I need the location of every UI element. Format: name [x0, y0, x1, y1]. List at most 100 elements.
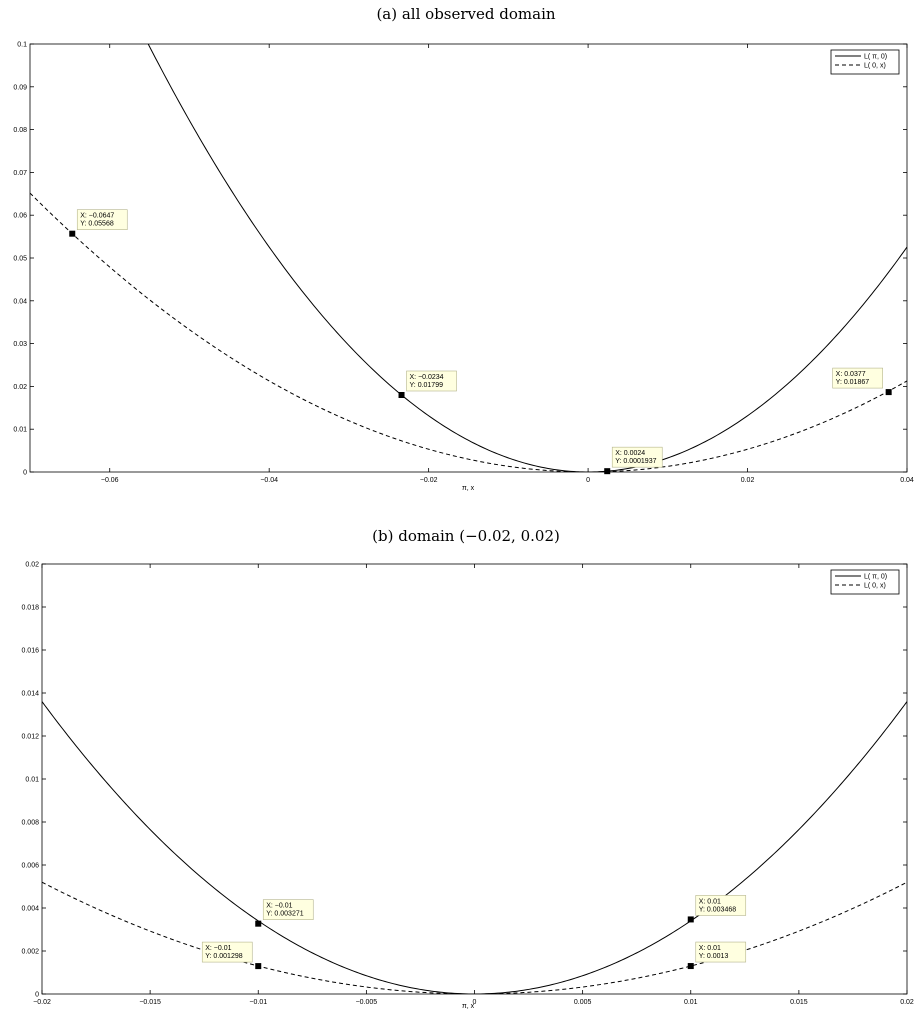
datatip: X: 0.01Y: 0.003468 — [687, 895, 747, 923]
y-tick-label: 0.03 — [13, 341, 27, 348]
y-tick-label: 0.06 — [13, 213, 27, 220]
y-tick-label: 0.002 — [21, 949, 39, 956]
x-tick-label: 0 — [586, 477, 590, 484]
y-tick-label: 0.1 — [17, 42, 27, 49]
datatip-x-label: X: −0.01 — [266, 903, 292, 910]
x-tick-label: −0.06 — [101, 477, 119, 484]
datatip-x-label: X: 0.01 — [699, 898, 721, 905]
y-tick-label: 0.012 — [21, 734, 39, 741]
y-tick-label: 0.04 — [13, 298, 27, 305]
x-tick-label: 0.005 — [574, 999, 592, 1006]
y-tick-label: 0.02 — [25, 562, 39, 569]
datatip-x-label: X: −0.01 — [205, 945, 231, 952]
chart-a: (a) all observed domain −0.06 −0.04 −0.02 0… — [13, 5, 914, 492]
datatip-y-label: Y: 0.05568 — [80, 221, 114, 228]
chart-b-legend: L( π, 0) L( 0, x) — [830, 569, 900, 595]
datatip-box — [406, 370, 457, 392]
chart-a-ticks: −0.06 −0.04 −0.02 0 0.02 0.04 0 0.01 0.02 0.03 0.0… — [13, 42, 914, 485]
y-tick-label: 0.07 — [13, 170, 27, 177]
y-tick-label: 0.006 — [21, 863, 39, 870]
x-tick-label: −0.015 — [139, 999, 161, 1006]
chart-a-legend: L( π, 0) L( 0, x) — [830, 49, 900, 75]
x-tick-label: −0.01 — [249, 999, 267, 1006]
datatip-marker — [398, 392, 405, 399]
x-tick-label: 0.02 — [900, 999, 914, 1006]
x-tick-label: 0.01 — [684, 999, 698, 1006]
datatip-marker — [885, 389, 892, 396]
datatip-y-label: Y: 0.0013 — [699, 953, 729, 960]
x-tick-label: 0.015 — [790, 999, 808, 1006]
datatip-box — [832, 367, 883, 389]
y-tick-label: 0.014 — [21, 691, 39, 698]
datatip-x-label: X: 0.0024 — [615, 450, 645, 457]
y-tick-label: 0.004 — [21, 906, 39, 913]
legend-label: L( π, 0) — [864, 574, 887, 581]
chart-b: (b) domain (−0.02, 0.02) −0.02 −0.015 −0.0… — [21, 527, 913, 1010]
y-tick-label: 0.05 — [13, 256, 27, 263]
datatip-marker — [687, 963, 694, 970]
datatip-y-label: Y: 0.003271 — [266, 911, 303, 918]
chart-a-series-1 — [147, 44, 907, 472]
y-tick-label: 0 — [23, 470, 27, 477]
chart-b-curves — [42, 701, 907, 994]
chart-b-title: (b) domain (−0.02, 0.02) — [372, 527, 560, 545]
chart-a-series-2 — [30, 192, 907, 472]
x-tick-label: −0.04 — [260, 477, 278, 484]
legend-label: L( π, 0) — [864, 54, 887, 61]
datatip: X: −0.01Y: 0.003271 — [255, 899, 314, 927]
chart-b-ticks: −0.02 −0.015 −0.01 −0.005 0 0.005 0.01 0.015 0.0… — [21, 562, 913, 1007]
datatip-box — [695, 895, 747, 916]
x-tick-label: −0.02 — [420, 477, 438, 484]
y-tick-label: 0.008 — [21, 820, 39, 827]
chart-a-curves — [30, 44, 907, 472]
datatip-marker — [69, 230, 76, 237]
datatip: X: 0.01Y: 0.0013 — [687, 941, 747, 970]
y-tick-label: 0.01 — [13, 427, 27, 434]
y-tick-label: 0.016 — [21, 648, 39, 655]
legend-label: L( 0, x) — [864, 63, 886, 70]
chart-a-title: (a) all observed domain — [376, 5, 555, 23]
datatip-marker — [687, 916, 694, 923]
datatip-y-label: Y: 0.01867 — [836, 379, 870, 386]
datatip-box — [695, 941, 747, 963]
datatip-box — [201, 941, 253, 963]
datatip-x-label: X: 0.0377 — [836, 371, 866, 378]
y-tick-label: 0.09 — [13, 84, 27, 91]
x-tick-label: −0.005 — [356, 999, 378, 1006]
datatip: X: −0.01Y: 0.001298 — [201, 941, 262, 970]
datatip-x-label: X: 0.01 — [699, 945, 721, 952]
datatip-x-label: X: −0.0647 — [80, 213, 114, 220]
datatip-y-label: Y: 0.003468 — [699, 906, 736, 913]
datatip-box — [262, 899, 314, 920]
y-tick-label: 0.01 — [25, 777, 39, 784]
x-tick-label: −0.02 — [33, 999, 51, 1006]
datatip-marker — [604, 468, 611, 475]
chart-b-series-2 — [42, 881, 907, 994]
datatip-marker — [255, 920, 262, 927]
y-tick-label: 0 — [35, 992, 39, 999]
y-tick-label: 0.018 — [21, 605, 39, 612]
x-tick-label: 0.04 — [900, 477, 914, 484]
chart-a-xlabel: π, x — [462, 485, 475, 492]
y-tick-label: 0.08 — [13, 127, 27, 134]
datatip-marker — [255, 963, 262, 970]
datatip-box — [76, 209, 128, 230]
datatip-y-label: Y: 0.01799 — [410, 382, 444, 389]
y-tick-label: 0.02 — [13, 384, 27, 391]
datatip-y-label: Y: 0.0001937 — [615, 458, 656, 465]
legend-label: L( 0, x) — [864, 583, 886, 590]
datatip-x-label: X: −0.0234 — [410, 374, 444, 381]
datatip-box — [611, 446, 663, 468]
x-tick-label: 0 — [473, 999, 477, 1006]
chart-b-series-1 — [42, 701, 907, 994]
datatip-y-label: Y: 0.001298 — [205, 953, 242, 960]
legend-box — [830, 49, 900, 75]
x-tick-label: 0.02 — [741, 477, 755, 484]
